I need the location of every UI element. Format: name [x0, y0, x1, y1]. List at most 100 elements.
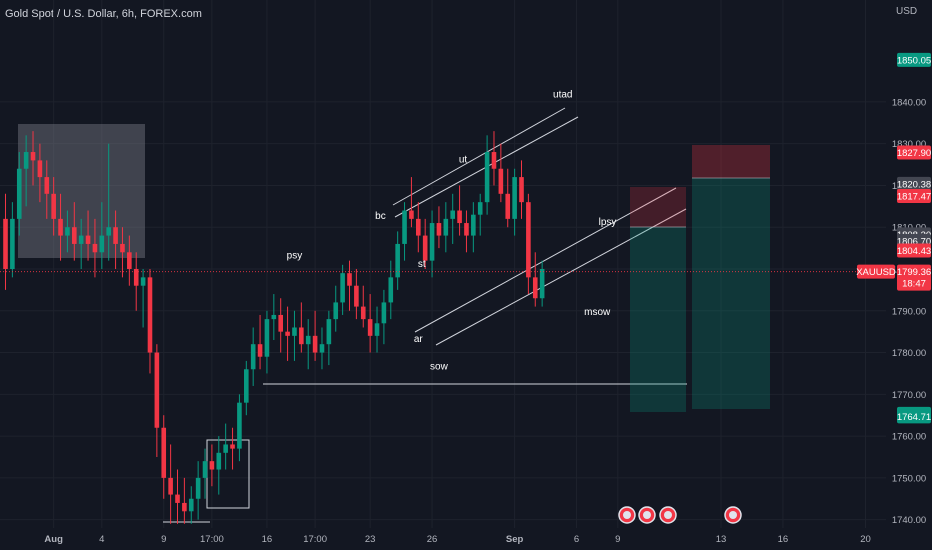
candle-body [381, 302, 387, 324]
candle-body [464, 223, 469, 236]
candle [443, 202, 449, 253]
candle-body [264, 319, 270, 357]
candle-body [484, 152, 490, 203]
candle [182, 477, 187, 524]
drawings-layer [18, 107, 770, 523]
event-flag-us-3 [659, 506, 677, 524]
annotation-st: st [418, 259, 426, 270]
channel-lower-1 [414, 187, 677, 333]
price-tag-value: 1827.90 [897, 148, 931, 159]
short-position-risk-2 [692, 145, 770, 178]
candle [526, 193, 531, 295]
candle [539, 260, 545, 307]
symbol-tag: XAUUSD [856, 264, 896, 279]
candle [168, 444, 173, 524]
candle [10, 202, 15, 278]
candle-body [477, 202, 483, 215]
x-tick-label: 9 [161, 534, 166, 545]
y-axis[interactable]: 1740.00 1750.00 1760.00 1770.00 1780.00 1790.… [892, 97, 926, 526]
candle [491, 131, 497, 186]
short-position-risk-1 [630, 187, 686, 227]
candle-body [106, 227, 111, 236]
currency-label: USD [896, 6, 918, 17]
candle-body [72, 227, 77, 244]
event-flag-us-1 [618, 506, 636, 524]
x-tick-label: 17:00 [303, 534, 327, 545]
candle [72, 202, 77, 261]
short-position-target-2 [692, 178, 770, 409]
candle-body [30, 152, 36, 161]
candle [395, 231, 400, 290]
price-tag: 1827.90 [897, 145, 931, 160]
x-axis: Aug 4 9 17:00 16 17:00 23 26 Sep 6 9 13 16 20 [44, 534, 870, 545]
candle-body [360, 306, 366, 320]
candle [195, 461, 201, 520]
candle-body [347, 273, 352, 286]
candle-body [519, 177, 524, 203]
candle [23, 135, 29, 207]
candle [30, 131, 36, 186]
candle-body [44, 177, 50, 194]
x-tick-label: 23 [365, 534, 376, 545]
candle-body [216, 452, 222, 470]
y-tick-label: 1790.00 [892, 306, 926, 317]
price-tag: 1764.71 [897, 409, 931, 424]
candle [16, 152, 22, 236]
candle-body [305, 335, 311, 345]
candle [512, 168, 517, 236]
candle [464, 210, 469, 253]
candle-body [3, 218, 8, 269]
candle-body [16, 168, 22, 219]
candle-body [422, 235, 428, 261]
candle [484, 135, 490, 215]
candle-body [133, 269, 139, 286]
price-tag: 1820.38 [897, 176, 931, 191]
x-tick-label: 16 [262, 534, 273, 545]
y-tick-label: 1830.00 [892, 139, 926, 150]
candle [340, 264, 345, 315]
candle [374, 306, 380, 353]
candle-body [388, 277, 394, 303]
candle-body [202, 461, 208, 478]
candle-body [471, 214, 476, 236]
candle-body [78, 235, 84, 244]
candle [436, 206, 442, 249]
x-tick-label: 17:00 [200, 534, 224, 545]
x-tick-label: 9 [615, 534, 620, 545]
candle [450, 193, 455, 244]
annotation-utad: utad [553, 90, 572, 101]
candle-body [257, 344, 263, 357]
candle-body [395, 243, 400, 278]
candle-body [491, 152, 497, 169]
price-tag-countdown: 18:47 [902, 279, 926, 290]
candle-body [326, 319, 332, 345]
candle [250, 327, 256, 386]
candle-body [195, 477, 201, 499]
candle-body [10, 218, 15, 269]
candle [147, 269, 153, 374]
price-tag: 1850.05 [897, 52, 931, 67]
candle [92, 218, 98, 278]
y-tick-label: 1770.00 [892, 390, 926, 401]
candle-body [58, 218, 63, 236]
price-tag-value: 1820.38 [897, 179, 931, 190]
candle [230, 427, 235, 470]
candle [319, 327, 325, 370]
candle [354, 269, 359, 320]
annotation-lpsy: lpsy [599, 217, 617, 228]
candle-body [175, 494, 180, 503]
y-tick-label: 1840.00 [892, 97, 926, 108]
candle-body [539, 269, 545, 299]
candle [278, 298, 283, 353]
x-tick-label: 4 [99, 534, 104, 545]
candle-body [127, 252, 132, 269]
x-tick-label: 13 [716, 534, 727, 545]
annotation-ut: ut [459, 154, 468, 165]
candle [429, 210, 435, 278]
candle-body [443, 218, 449, 236]
candle [65, 210, 70, 253]
candle [133, 252, 139, 311]
economic-events[interactable] [618, 506, 742, 524]
